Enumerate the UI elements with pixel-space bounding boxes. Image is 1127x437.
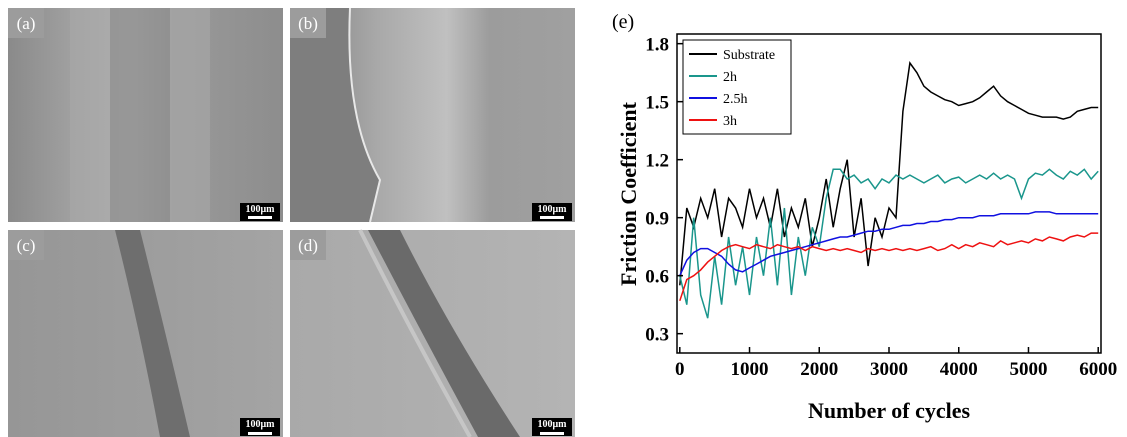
series-line [679, 211, 1099, 277]
x-tick-label: 1000 [731, 359, 769, 380]
y-tick-label: 0.9 [645, 209, 669, 230]
legend-label: 2.5h [723, 92, 748, 107]
series-line [679, 168, 1099, 319]
x-tick-label: 0 [675, 359, 685, 380]
x-tick-label: 2000 [800, 359, 838, 380]
scale-bar-label: 100μm [538, 204, 568, 215]
y-axis-label: Friction Coefficient [616, 101, 641, 286]
sem-panel-c: (c) 100μm [8, 230, 283, 437]
scale-bar-label: 100μm [538, 419, 568, 430]
sem-panel-b: (b) 100μm [290, 7, 575, 223]
panel-label: (d) [298, 236, 318, 255]
plot: 0 1000 2000 3000 4000 5000 6000 0.3 0.6 0.9 1.2 1.5… [645, 33, 1117, 380]
sem-panel-a: (a) 100μm [8, 8, 283, 222]
x-tick-label: 6000 [1079, 359, 1117, 380]
legend-label: 2h [723, 70, 737, 85]
x-axis-label: Number of cycles [808, 398, 971, 423]
y-tick-label: 0.3 [645, 325, 669, 346]
y-tick-label: 1.8 [645, 35, 669, 56]
panel-label: (a) [17, 14, 36, 33]
legend-label: Substrate [723, 48, 775, 63]
y-tick-label: 1.5 [645, 93, 669, 114]
x-tick-label: 4000 [940, 359, 978, 380]
panel-label: (c) [17, 236, 36, 255]
y-tick-label: 1.2 [645, 151, 669, 172]
legend-label: 3h [723, 114, 737, 129]
legend-box [682, 39, 792, 135]
panel-label: (b) [298, 14, 318, 33]
sem-panel-d: (d) 100μm [290, 229, 575, 437]
x-tick-label: 5000 [1009, 359, 1047, 380]
scale-bar-label: 100μm [246, 419, 276, 430]
y-tick-label: 0.6 [645, 267, 669, 288]
x-tick-label: 3000 [870, 359, 908, 380]
scale-bar-label: 100μm [246, 204, 276, 215]
panel-label: (e) [612, 11, 634, 33]
series-line [679, 61, 1099, 286]
series-line [679, 232, 1099, 302]
